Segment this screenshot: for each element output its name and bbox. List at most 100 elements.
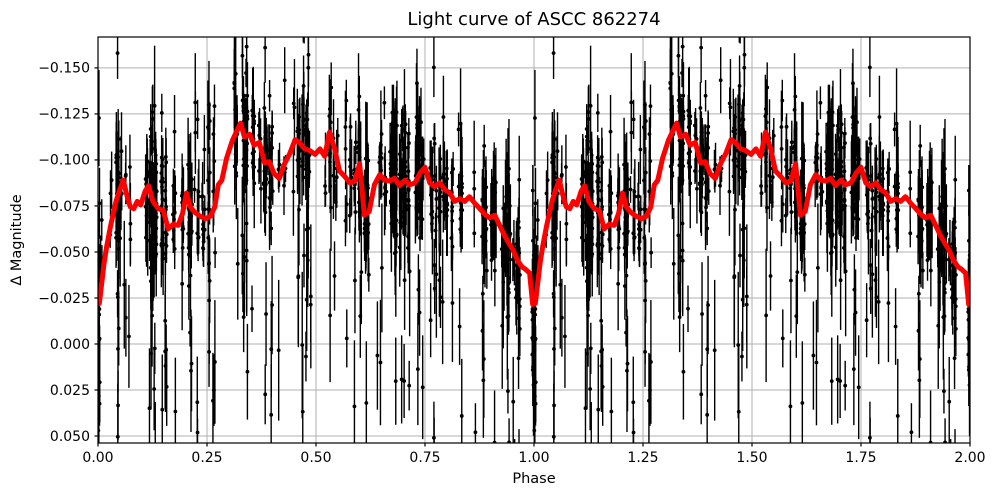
- data-point: [159, 110, 164, 115]
- data-point: [347, 213, 352, 218]
- data-point: [533, 201, 538, 206]
- data-point: [252, 119, 256, 123]
- data-point: [327, 107, 332, 111]
- data-point: [116, 172, 121, 177]
- data-point: [235, 261, 240, 266]
- data-point: [700, 312, 704, 316]
- data-point: [516, 356, 521, 361]
- data-point: [631, 430, 636, 435]
- data-point: [815, 266, 820, 270]
- data-point: [356, 107, 361, 112]
- data-point: [444, 166, 449, 171]
- data-point: [688, 119, 692, 123]
- data-point: [920, 268, 925, 273]
- data-point: [811, 353, 816, 358]
- data-point: [705, 412, 710, 417]
- data-point: [876, 299, 881, 304]
- data-point: [269, 412, 274, 417]
- data-point: [533, 116, 537, 120]
- data-point: [180, 281, 185, 286]
- data-point: [304, 297, 309, 302]
- data-point: [402, 278, 407, 283]
- data-point: [608, 217, 612, 222]
- data-point: [250, 306, 254, 311]
- data-point: [152, 103, 157, 108]
- data-point: [480, 291, 485, 296]
- data-point: [837, 191, 842, 196]
- data-point: [458, 121, 463, 126]
- data-point: [738, 130, 742, 135]
- data-point: [483, 180, 488, 185]
- data-point: [583, 200, 588, 205]
- data-point: [187, 215, 192, 220]
- data-point: [868, 263, 873, 268]
- data-point: [480, 328, 485, 333]
- data-point: [727, 189, 732, 194]
- data-point: [535, 218, 540, 222]
- data-point: [441, 115, 446, 119]
- data-point: [323, 191, 328, 195]
- data-point: [482, 143, 487, 148]
- y-tick-label: −0.125: [38, 107, 90, 123]
- data-point: [597, 242, 602, 247]
- data-point: [334, 175, 339, 180]
- data-point: [116, 347, 120, 351]
- data-point: [517, 177, 522, 182]
- data-point: [763, 107, 768, 111]
- data-point: [551, 51, 556, 56]
- data-point: [800, 401, 805, 405]
- data-point: [160, 157, 165, 162]
- data-point: [551, 291, 556, 296]
- data-point: [851, 367, 856, 372]
- data-point: [414, 115, 419, 120]
- data-point: [892, 127, 897, 132]
- data-point: [179, 193, 184, 198]
- data-point: [925, 222, 929, 227]
- data-point: [828, 196, 833, 200]
- data-point: [207, 298, 212, 303]
- data-point: [187, 170, 192, 174]
- data-point: [98, 116, 101, 120]
- data-point: [552, 347, 556, 351]
- data-point: [212, 104, 217, 109]
- data-point: [732, 275, 737, 280]
- data-point: [481, 378, 486, 383]
- data-point: [869, 228, 874, 233]
- data-point: [680, 221, 685, 226]
- data-point: [416, 287, 421, 292]
- data-point: [264, 312, 268, 316]
- data-point: [937, 244, 941, 248]
- data-point: [589, 235, 594, 240]
- data-point: [364, 401, 369, 405]
- data-point: [874, 157, 879, 161]
- x-axis-label: Phase: [512, 471, 555, 487]
- data-point: [438, 157, 443, 161]
- data-point: [950, 295, 954, 300]
- data-point: [115, 291, 120, 296]
- data-point: [596, 157, 601, 162]
- data-point: [418, 236, 422, 240]
- data-point: [585, 351, 589, 356]
- data-point: [404, 207, 409, 212]
- y-tick-label: 0.025: [50, 383, 90, 399]
- data-point: [186, 245, 191, 250]
- data-point: [919, 180, 924, 185]
- data-point: [501, 263, 505, 268]
- data-point: [363, 156, 368, 161]
- data-point: [953, 316, 957, 321]
- data-point: [517, 316, 521, 321]
- data-point: [829, 132, 834, 137]
- data-point: [213, 250, 218, 255]
- data-point: [359, 270, 364, 275]
- data-point: [153, 235, 158, 240]
- data-point: [856, 385, 861, 390]
- data-point: [394, 232, 399, 237]
- data-point: [738, 253, 742, 258]
- data-point: [123, 315, 128, 320]
- data-point: [492, 233, 497, 238]
- data-point: [512, 263, 517, 268]
- data-point: [649, 250, 654, 255]
- data-point: [375, 353, 380, 358]
